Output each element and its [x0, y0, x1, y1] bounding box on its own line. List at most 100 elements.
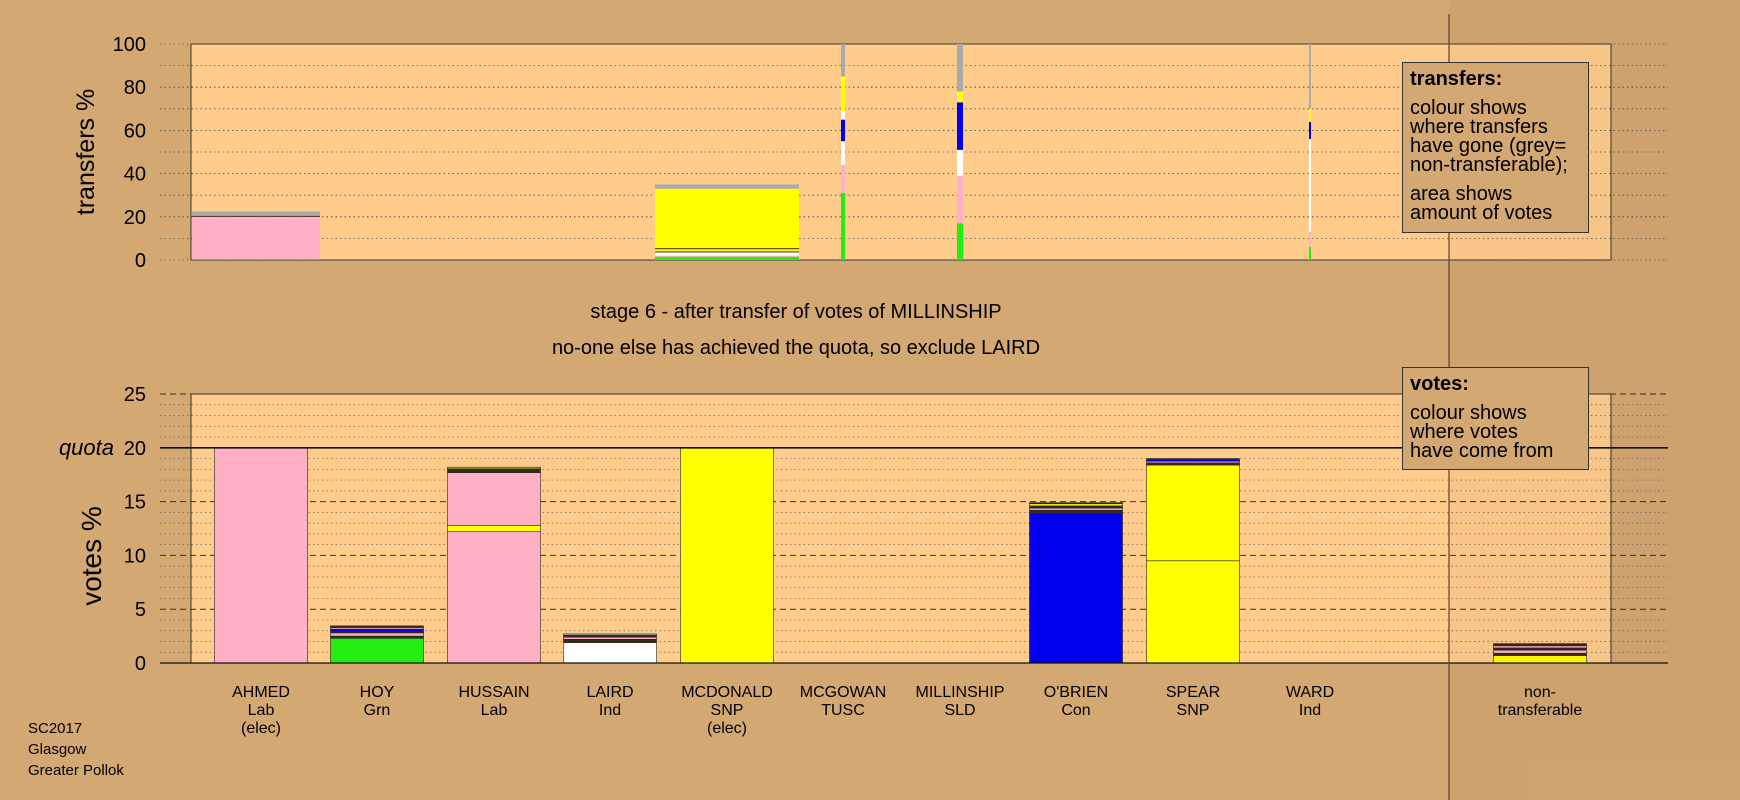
- transfer-segment: [655, 256, 799, 260]
- transfers-axis-label: transfers %: [72, 89, 100, 215]
- vote-segment: [214, 447, 308, 664]
- footer-year: SC2017: [28, 720, 83, 737]
- transfer-segment: [655, 248, 799, 250]
- candidate-label: HOY: [360, 684, 395, 701]
- candidate-label: MCGOWAN: [800, 684, 887, 701]
- transfer-segment: [192, 211, 320, 216]
- candidate-label: O'BRIEN: [1044, 684, 1108, 701]
- transfers-legend: transfers: colour shows where transfers …: [1402, 62, 1589, 233]
- candidate-label: (elec): [707, 720, 747, 737]
- transfer-segment: [655, 255, 799, 257]
- vote-segment: [1146, 464, 1240, 562]
- transfers-legend-text: have gone (grey=: [1410, 135, 1567, 157]
- vote-segment: [330, 628, 424, 632]
- vote-segment: [447, 466, 541, 469]
- candidate-label: Ind: [1299, 702, 1321, 719]
- votes-axis-label: votes %: [76, 506, 107, 606]
- transfers-legend-text: colour shows: [1410, 97, 1527, 119]
- votes-tick-label: 0: [135, 653, 146, 675]
- candidate-label: SNP: [1177, 702, 1210, 719]
- footer-ward: Greater Pollok: [28, 762, 124, 779]
- transfer-segment: [192, 215, 320, 217]
- vote-segment: [680, 447, 774, 664]
- votes-legend-text: colour shows: [1410, 402, 1527, 424]
- candidate-label: SLD: [944, 702, 975, 719]
- vote-segment: [447, 531, 541, 664]
- candidate-label: HUSSAIN: [458, 684, 529, 701]
- transfer-segment: [841, 193, 845, 260]
- candidate-label: (elec): [241, 720, 281, 737]
- transfers-legend-text: where transfers: [1410, 116, 1548, 138]
- transfer-segment: [1309, 121, 1311, 140]
- transfers-tick-label: 100: [113, 34, 146, 56]
- vote-segment: [1146, 458, 1240, 460]
- votes-tick-label: 20: [124, 438, 146, 460]
- candidate-label: Grn: [364, 702, 391, 719]
- vote-segment: [1029, 503, 1123, 507]
- transfers-legend-title: transfers:: [1410, 68, 1503, 90]
- transfer-segment: [192, 216, 320, 259]
- transfer-segment: [655, 249, 799, 252]
- candidate-label: Lab: [248, 702, 275, 719]
- vote-segment: [1029, 513, 1123, 664]
- transfer-segment: [957, 102, 963, 150]
- vote-segment: [447, 524, 541, 533]
- vote-segment: [563, 639, 657, 643]
- transfer-segment: [655, 251, 799, 253]
- vote-segment: [1029, 507, 1123, 511]
- transfers-tick-label: 80: [124, 77, 146, 99]
- candidate-label: AHMED: [232, 684, 290, 701]
- transfer-segment: [192, 258, 320, 260]
- candidate-label: TUSC: [821, 702, 865, 719]
- vote-segment: [563, 636, 657, 640]
- transfer-segment: [841, 141, 845, 165]
- votes-legend-text: where votes: [1410, 421, 1518, 443]
- transfers-tick-label: 40: [124, 164, 146, 186]
- transfer-segment: [1309, 139, 1311, 232]
- transfers-legend-text: non-transferable);: [1410, 154, 1568, 176]
- vote-segment: [330, 625, 424, 628]
- transfer-segment: [1309, 44, 1311, 109]
- transfer-segment: [957, 223, 963, 260]
- votes-legend-title: votes:: [1410, 373, 1469, 395]
- vote-segment: [447, 469, 541, 473]
- vote-segment: [1029, 505, 1123, 509]
- vote-segment: [1029, 509, 1123, 514]
- candidate-label: transferable: [1498, 702, 1583, 719]
- transfer-segment: [1309, 108, 1311, 122]
- stage-title: stage 6 - after transfer of votes of MIL…: [590, 301, 1001, 323]
- vote-segment: [330, 635, 424, 639]
- candidate-label: MCDONALD: [681, 684, 773, 701]
- candidate-label: non-: [1524, 684, 1556, 701]
- action-title: no-one else has achieved the quota, so e…: [552, 337, 1040, 359]
- votes-tick-label: 10: [124, 545, 146, 567]
- votes-tick-label: 15: [124, 492, 146, 514]
- vote-segment: [563, 642, 657, 664]
- vote-segment: [330, 632, 424, 637]
- transfers-tick-label: 60: [124, 120, 146, 142]
- transfer-segment: [957, 175, 963, 224]
- quota-label: quota: [59, 435, 114, 460]
- votes-tick-label: 25: [124, 384, 146, 406]
- vote-segment: [1146, 462, 1240, 466]
- transfers-legend-text: amount of votes: [1410, 202, 1553, 224]
- transfers-tick-label: 0: [135, 250, 146, 272]
- votes-plot-area: [190, 393, 1612, 664]
- transfer-segment: [655, 252, 799, 256]
- candidate-label: SPEAR: [1166, 684, 1220, 701]
- transfer-segment: [957, 44, 963, 92]
- vote-segment: [1493, 643, 1587, 647]
- transfer-segment: [841, 164, 845, 194]
- vote-segment: [563, 634, 657, 638]
- votes-legend-text: have come from: [1410, 440, 1554, 462]
- vote-segment: [1146, 560, 1240, 664]
- transfer-segment: [957, 149, 963, 176]
- votes-tick-label: 5: [135, 599, 146, 621]
- vote-segment: [563, 633, 657, 636]
- candidate-label: LAIRD: [586, 684, 633, 701]
- candidate-label: Ind: [599, 702, 621, 719]
- transfers-tick-label: 20: [124, 207, 146, 229]
- transfer-segment: [655, 188, 799, 249]
- transfer-segment: [957, 91, 963, 103]
